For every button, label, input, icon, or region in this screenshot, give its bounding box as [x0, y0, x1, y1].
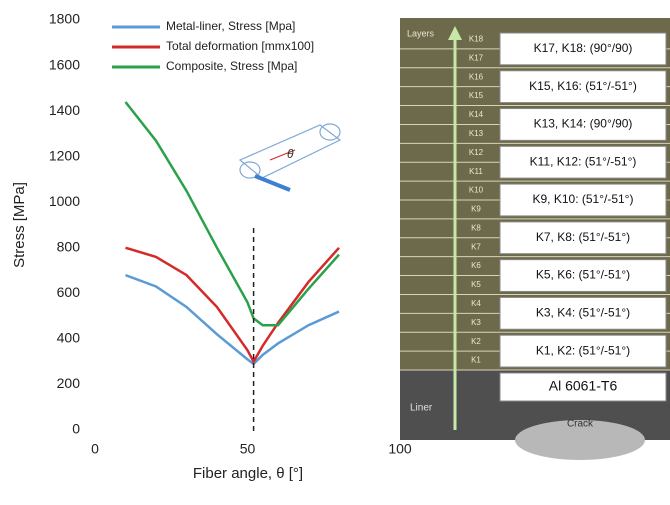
layup-label: K17, K18: (90°/90) — [534, 41, 633, 55]
layup-label: K1, K2: (51°/-51°) — [536, 343, 630, 357]
y-axis-label: Stress [MPa] — [11, 182, 28, 268]
crack-label: Crack — [567, 419, 594, 430]
layer-arrow-head — [448, 26, 462, 40]
y-tick-label: 1400 — [49, 102, 80, 118]
layer-label: K9 — [471, 205, 481, 214]
x-axis-label: Fiber angle, θ [°] — [193, 465, 303, 482]
y-tick-label: 200 — [57, 375, 81, 391]
layup-box — [499, 259, 667, 292]
layer-label: K14 — [469, 110, 484, 119]
y-tick-label: 1600 — [49, 56, 80, 72]
layer-label: K11 — [469, 167, 483, 176]
y-tick-label: 1000 — [49, 193, 80, 209]
layer-label: K2 — [471, 337, 481, 346]
y-tick-label: 1800 — [49, 11, 80, 27]
layup-label: K11, K12: (51°/-51°) — [530, 154, 637, 168]
layer-label: K13 — [469, 129, 484, 138]
layer-label: K15 — [469, 91, 484, 100]
layer-label: K6 — [471, 261, 481, 270]
layup-box — [499, 108, 667, 141]
series-line — [125, 246, 340, 365]
y-tick-label: 1200 — [49, 147, 80, 163]
legend-label: Composite, Stress [Mpa] — [166, 59, 297, 73]
legend-label: Total deformation [mmx100] — [166, 39, 314, 53]
panel-group: K1 K2 K3 K4 K5 K6 K7 K8 K9 K10 K11 K12 K13 K14 K15 K16 K… — [400, 26, 670, 430]
inset-label: θ — [287, 147, 294, 161]
layer-label: K8 — [471, 223, 481, 232]
layup-label: K5, K6: (51°/-51°) — [536, 268, 630, 282]
layup-box — [499, 70, 667, 104]
y-tick-label: 600 — [57, 284, 81, 300]
layup-label: K9, K10: (51°/-51°) — [533, 192, 634, 206]
crack-shape — [515, 420, 645, 460]
series-line — [124, 101, 340, 327]
material-label: Al 6061-T6 — [549, 378, 618, 394]
layer-label: K1 — [471, 356, 481, 365]
inset-sketch — [238, 123, 342, 192]
layer-label: K10 — [469, 186, 484, 195]
layup-box — [499, 296, 667, 330]
layer-label: K4 — [471, 299, 481, 308]
liner-label: Liner — [410, 403, 433, 414]
layup-box — [499, 145, 667, 179]
material-box — [499, 372, 667, 402]
layer-label: K17 — [469, 53, 484, 62]
layer-label: K7 — [471, 242, 481, 251]
layup-label: K3, K4: (51°/-51°) — [536, 306, 630, 320]
layer-label: K5 — [471, 280, 481, 289]
x-tick-label: 50 — [240, 441, 256, 457]
legend-label: Metal-liner, Stress [Mpa] — [166, 19, 295, 33]
x-tick-label: 0 — [91, 441, 99, 457]
layer-label: K12 — [469, 148, 484, 157]
layup-box — [499, 32, 667, 66]
layup-box — [499, 334, 667, 368]
y-tick-label: 400 — [57, 330, 81, 346]
layup-label: K13, K14: (90°/90) — [534, 117, 633, 131]
layer-label: K16 — [469, 72, 484, 81]
layup-label: K7, K8: (51°/-51°) — [536, 230, 630, 244]
x-tick-label: 100 — [388, 441, 412, 457]
layup-box — [499, 183, 667, 217]
y-tick-label: 800 — [57, 238, 81, 254]
layer-panel-title: Layers — [407, 28, 435, 38]
layup-box — [499, 221, 667, 255]
y-tick-label: 0 — [72, 421, 80, 437]
layer-label: K18 — [469, 35, 484, 44]
layer-label: K3 — [471, 318, 481, 327]
layup-label: K15, K16: (51°/-51°) — [529, 79, 637, 93]
series-line — [125, 273, 340, 366]
